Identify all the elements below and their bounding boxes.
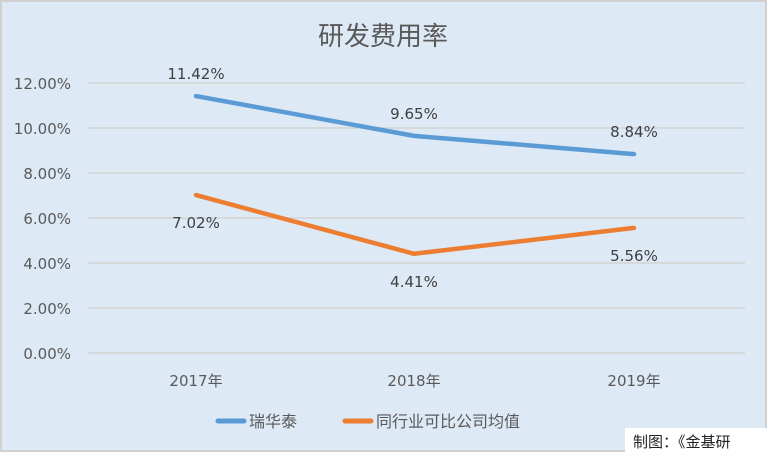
- y-tick-label: 6.00%: [23, 210, 71, 228]
- y-tick-label: 4.00%: [23, 255, 71, 273]
- data-label: 9.65%: [390, 105, 438, 123]
- y-tick-label: 0.00%: [23, 345, 71, 363]
- credit-background: [625, 428, 767, 452]
- x-tick-label: 2018年: [387, 372, 440, 390]
- chart-title: 研发费用率: [318, 22, 448, 52]
- data-label: 7.02%: [172, 214, 220, 232]
- data-label: 8.84%: [610, 123, 658, 141]
- credit-text: 制图：《金基研: [633, 433, 731, 451]
- y-tick-label: 10.00%: [14, 120, 71, 138]
- data-label: 11.42%: [167, 65, 224, 83]
- y-tick-label: 8.00%: [23, 165, 71, 183]
- series-line-0: [193, 93, 637, 157]
- legend-label: 同行业可比公司均值: [376, 412, 520, 431]
- y-tick-label: 12.00%: [14, 75, 71, 93]
- x-tick-label: 2017年: [169, 372, 222, 390]
- legend-label: 瑞华泰: [249, 412, 297, 431]
- data-label: 5.56%: [610, 247, 658, 265]
- x-tick-label: 2019年: [607, 372, 660, 390]
- data-label: 4.41%: [390, 273, 438, 291]
- y-tick-label: 2.00%: [23, 300, 71, 318]
- series-line-1: [193, 192, 637, 257]
